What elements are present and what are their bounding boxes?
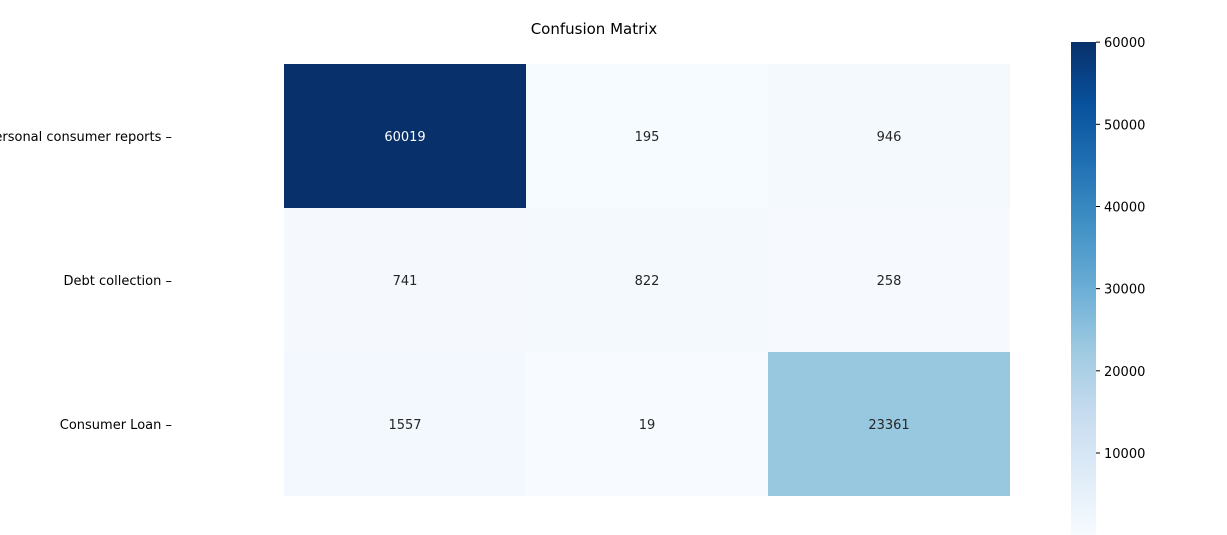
colorbar-tick-label-4: 50000 [1104, 118, 1145, 133]
heatmap-cell-r2-c1 [526, 352, 768, 496]
heatmap-value-r2-c1: 19 [639, 418, 656, 433]
heatmap-value-r1-c1: 822 [635, 274, 660, 289]
chart-title: Confusion Matrix [531, 20, 658, 38]
heatmap-value-r0-c2: 946 [877, 130, 902, 145]
heatmap-value-r0-c1: 195 [635, 130, 660, 145]
heatmap-cell-r1-c0 [284, 208, 526, 352]
heatmap-cell-r1-c1 [526, 208, 768, 352]
colorbar-tick-label-0: 10000 [1104, 447, 1145, 462]
colorbar-tick-label-1: 20000 [1104, 365, 1145, 380]
colorbar-gradient [1071, 42, 1096, 535]
heatmap-value-r1-c0: 741 [393, 274, 418, 289]
heatmap-cell-r1-c2 [768, 208, 1010, 352]
heatmap-value-r1-c2: 258 [877, 274, 902, 289]
heatmap-value-r0-c0: 60019 [384, 130, 425, 145]
heatmap-cell-r2-c0 [284, 352, 526, 496]
y-tick-label-2: Consumer Loan – [60, 418, 172, 433]
y-tick-label-0: Credit reporting, credit repair services… [0, 130, 172, 145]
colorbar-tick-label-3: 40000 [1104, 200, 1145, 215]
heatmap-grid: 60019 195 946 741 822 258 1557 19 23361 [284, 64, 1010, 496]
heatmap-value-r2-c2: 23361 [868, 418, 909, 433]
colorbar: 10000 20000 30000 40000 50000 60000 [1071, 36, 1145, 535]
heatmap-cell-r2-c2 [768, 352, 1010, 496]
colorbar-tick-label-5: 60000 [1104, 36, 1145, 51]
y-tick-label-1: Debt collection – [64, 274, 173, 289]
colorbar-tick-label-2: 30000 [1104, 283, 1145, 298]
heatmap-value-r2-c0: 1557 [388, 418, 421, 433]
colorbar-ticks: 10000 20000 30000 40000 50000 60000 [1096, 36, 1145, 462]
heatmap-cell-r0-c1 [526, 64, 768, 208]
heatmap-cell-r0-c0 [284, 64, 526, 208]
heatmap-cell-r0-c2 [768, 64, 1010, 208]
y-axis-ticks: Credit reporting, credit repair services… [0, 130, 172, 433]
